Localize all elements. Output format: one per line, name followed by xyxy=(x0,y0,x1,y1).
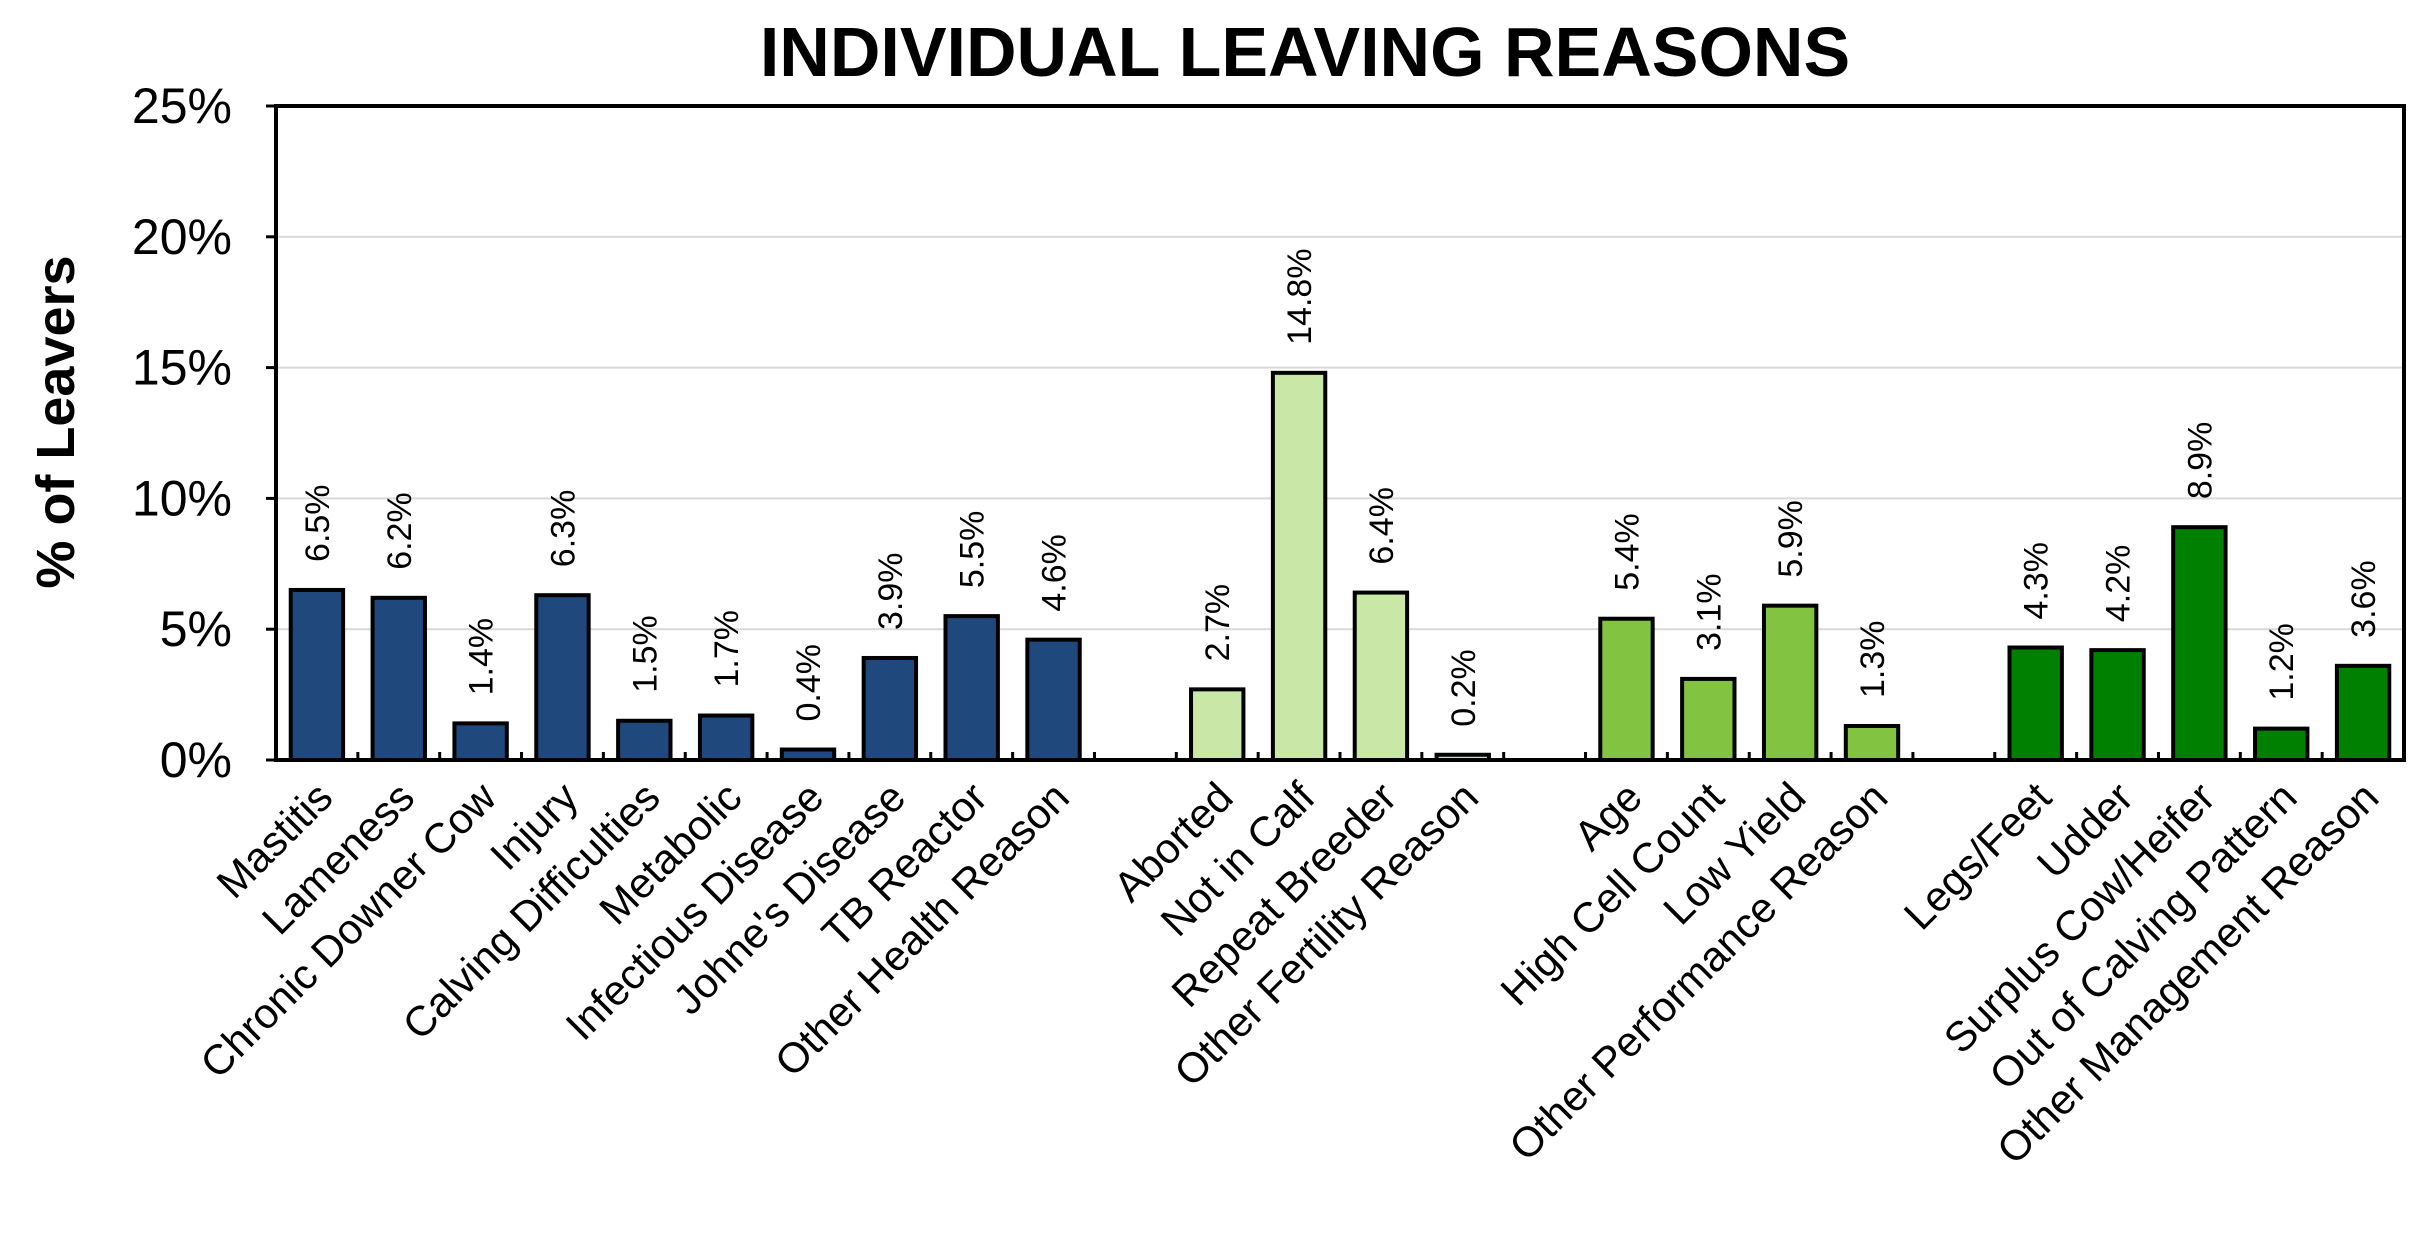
bar xyxy=(288,587,346,763)
data-label: 5.5% xyxy=(954,511,992,589)
data-label: 5.9% xyxy=(1772,500,1810,578)
y-tick-label: 5% xyxy=(160,601,232,657)
data-label: 6.5% xyxy=(299,484,337,562)
bar xyxy=(1025,637,1082,762)
bar xyxy=(1598,616,1655,763)
y-tick-label: 25% xyxy=(132,78,232,134)
data-label: 6.3% xyxy=(544,490,582,568)
bar xyxy=(2089,648,2146,762)
data-label: 4.6% xyxy=(1036,534,1074,612)
data-label: 1.4% xyxy=(463,618,501,696)
data-label: 0.2% xyxy=(1445,649,1483,727)
bars xyxy=(288,370,2392,763)
y-axis-label: % of Leavers xyxy=(26,255,86,588)
data-label: 3.9% xyxy=(872,552,910,630)
bar xyxy=(943,614,1000,762)
bar xyxy=(861,655,919,763)
y-tick-label: 15% xyxy=(132,340,232,396)
data-label: 3.6% xyxy=(2345,560,2383,638)
chart-title: INDIVIDUAL LEAVING REASONS xyxy=(760,13,1850,91)
bar xyxy=(1761,603,1819,762)
bar xyxy=(697,713,755,763)
bar xyxy=(2253,726,2310,762)
bar xyxy=(2007,645,2064,763)
data-label: 5.4% xyxy=(1608,513,1646,591)
bar xyxy=(2171,525,2228,763)
bar xyxy=(1189,687,1246,762)
gridlines xyxy=(276,235,2404,631)
bar xyxy=(1270,370,1328,762)
data-label: 4.2% xyxy=(2100,545,2138,623)
bar xyxy=(452,721,509,762)
data-label: 14.8% xyxy=(1281,248,1319,344)
data-label: 4.3% xyxy=(2018,542,2056,620)
data-label: 0.4% xyxy=(790,644,828,722)
data-labels: 6.5% 6.2% 1.4% 6.3% 1.5% 1.7% 0.4% 3.9% 5.5% 4.6%… xyxy=(299,248,2383,726)
y-tick-label: 20% xyxy=(132,209,232,265)
data-label: 8.9% xyxy=(2181,422,2219,500)
bar xyxy=(370,595,427,762)
bar xyxy=(1843,723,1901,763)
data-label: 6.4% xyxy=(1363,487,1401,565)
data-label: 1.3% xyxy=(1854,620,1892,698)
bar xyxy=(616,718,673,763)
y-tick-label: 0% xyxy=(160,732,232,788)
bar xyxy=(2334,663,2392,762)
data-label: 6.2% xyxy=(381,492,419,570)
data-label: 1.7% xyxy=(708,610,746,688)
bar xyxy=(1352,590,1410,762)
data-label: 1.5% xyxy=(626,615,664,693)
data-label: 3.1% xyxy=(1690,573,1728,651)
y-tick-label: 10% xyxy=(132,470,232,526)
plot-area-frame xyxy=(274,104,2406,762)
data-label: 1.2% xyxy=(2263,623,2301,701)
y-axis-ticks: 0% 5% 10% 15% 20% 25% xyxy=(132,78,276,788)
data-label: 2.7% xyxy=(1199,584,1237,662)
bar xyxy=(534,593,591,763)
bar xyxy=(1680,676,1737,762)
